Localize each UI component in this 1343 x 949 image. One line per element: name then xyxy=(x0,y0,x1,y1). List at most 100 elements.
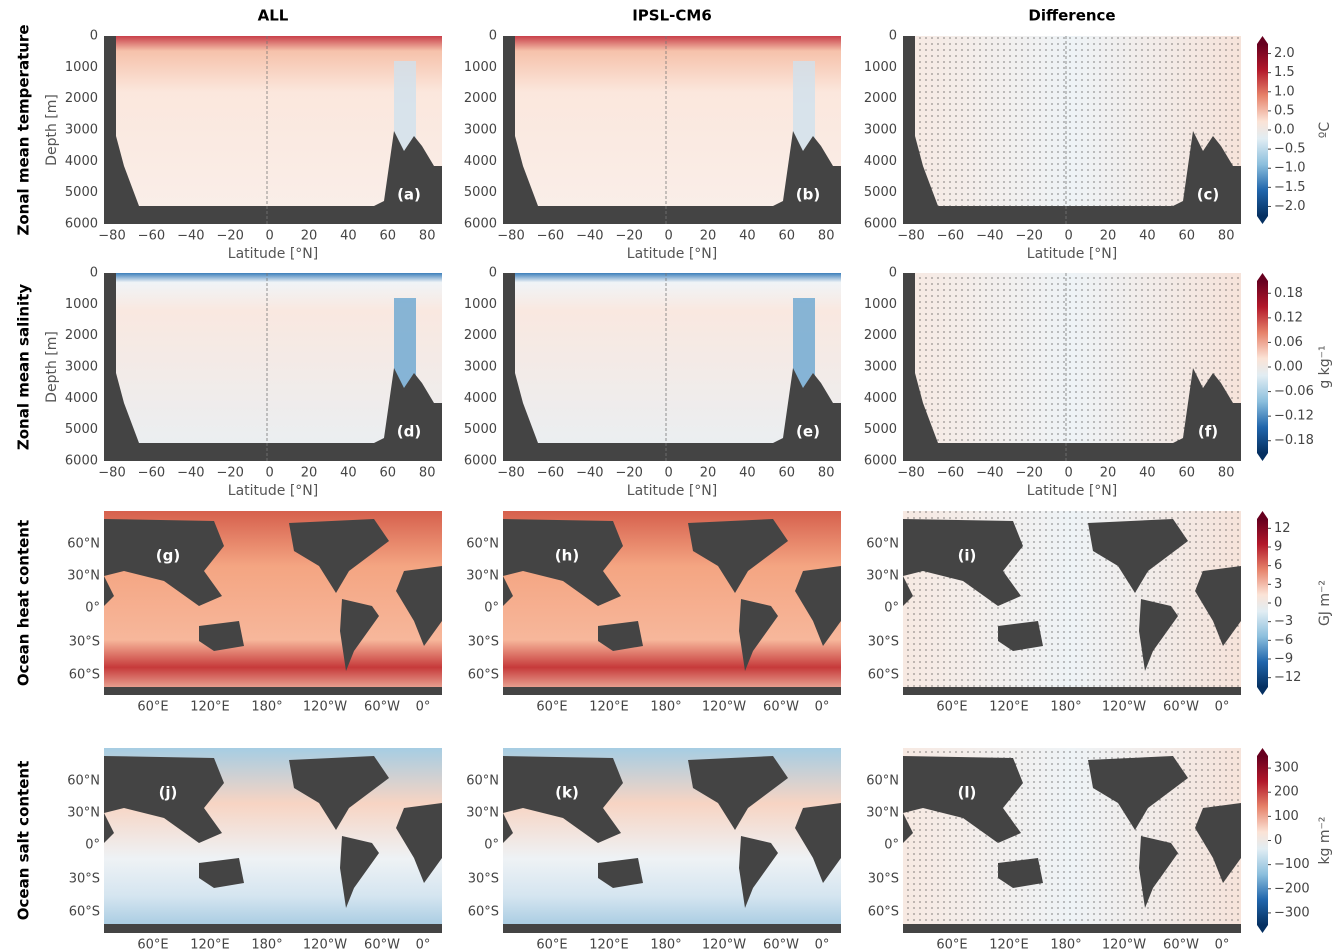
y-tick-label: 6000 xyxy=(864,217,897,232)
y-tick-label: 0 xyxy=(489,266,497,281)
x-tick-label: 60 xyxy=(1179,466,1196,481)
colorbar-tick-label: 300 xyxy=(1274,761,1299,776)
colorbar-cap xyxy=(1257,216,1268,224)
y-tick-label: 5000 xyxy=(65,185,98,200)
x-tick-label: 0 xyxy=(664,466,672,481)
y-tick-label: 3000 xyxy=(464,123,497,138)
colorbar-tick-label: −6 xyxy=(1274,633,1293,648)
panel-label: (k) xyxy=(555,784,579,802)
land xyxy=(688,756,788,830)
x-axis-label: Latitude [°N] xyxy=(228,483,318,499)
y-tick-label: 60°S xyxy=(69,905,100,920)
panel-label: (h) xyxy=(555,547,579,565)
x-axis-label: Latitude [°N] xyxy=(1027,483,1117,499)
land xyxy=(795,803,841,883)
colorbar-tick-label: −0.18 xyxy=(1274,433,1314,448)
y-tick-label: 2000 xyxy=(864,91,897,106)
y-tick-label: 30°S xyxy=(468,872,499,887)
colorbar-tick-label: −1.0 xyxy=(1274,161,1306,176)
y-tick-label: 30°N xyxy=(67,569,100,584)
x-tick-label: 120°W xyxy=(303,700,347,715)
colorbar-tick-label: −100 xyxy=(1274,857,1310,872)
y-tick-label: 2000 xyxy=(464,91,497,106)
x-tick-label: 60 xyxy=(380,466,397,481)
land xyxy=(104,519,224,606)
land xyxy=(289,756,389,830)
x-tick-label: −20 xyxy=(216,466,243,481)
x-tick-label: 80 xyxy=(1218,229,1235,244)
x-tick-label: 0 xyxy=(1064,229,1072,244)
y-tick-label: 1000 xyxy=(464,297,497,312)
colorbar-unit: ºC xyxy=(1317,122,1333,139)
y-tick-label: 0° xyxy=(85,601,100,616)
y-tick-label: 60°S xyxy=(468,905,499,920)
land xyxy=(104,756,224,843)
x-tick-label: 80 xyxy=(1218,466,1235,481)
x-tick-label: 120°W xyxy=(702,700,746,715)
land xyxy=(903,924,1241,933)
x-tick-label: −60 xyxy=(937,466,964,481)
colorbar-tick-label: −0.12 xyxy=(1274,409,1314,424)
colorbar-tick-label: 0.18 xyxy=(1274,286,1303,301)
y-tick-label: 0 xyxy=(489,29,497,44)
panel xyxy=(903,748,1241,933)
x-tick-label: 40 xyxy=(1139,229,1156,244)
x-axis-label: Latitude [°N] xyxy=(1027,246,1117,262)
panel-label: (d) xyxy=(397,423,421,441)
land xyxy=(104,924,442,933)
land xyxy=(598,858,643,888)
x-tick-label: −40 xyxy=(976,466,1003,481)
x-tick-label: 40 xyxy=(739,229,756,244)
x-tick-label: 20 xyxy=(301,229,318,244)
x-tick-label: 60°W xyxy=(763,700,799,715)
x-tick-label: 40 xyxy=(1139,466,1156,481)
land xyxy=(795,566,841,646)
land xyxy=(396,803,442,883)
colorbar-tick-label: 100 xyxy=(1274,809,1299,824)
x-tick-label: 20 xyxy=(700,229,717,244)
colorbar xyxy=(1257,519,1268,687)
colorbar xyxy=(1257,44,1268,216)
x-tick-label: 0° xyxy=(815,938,830,949)
row-title: Ocean salt content xyxy=(15,761,33,921)
bathymetry xyxy=(104,273,442,461)
colorbar-unit: kg m⁻² xyxy=(1317,816,1333,864)
x-tick-label: −80 xyxy=(98,229,125,244)
y-tick-label: 3000 xyxy=(65,123,98,138)
panel-label: (j) xyxy=(159,784,178,802)
x-tick-label: −40 xyxy=(177,466,204,481)
land xyxy=(903,756,1023,843)
colorbar-tick-label: 0.5 xyxy=(1274,103,1295,118)
y-tick-label: 3000 xyxy=(464,360,497,375)
x-tick-label: −80 xyxy=(497,466,524,481)
panel xyxy=(104,511,442,695)
y-tick-label: 1000 xyxy=(864,60,897,75)
x-tick-label: 60°E xyxy=(536,938,567,949)
x-tick-label: 0° xyxy=(815,700,830,715)
row-title: Ocean heat content xyxy=(15,520,33,686)
land xyxy=(340,836,379,908)
colorbar xyxy=(1257,281,1268,453)
x-tick-label: 80 xyxy=(419,229,436,244)
bathymetry xyxy=(503,36,841,224)
x-tick-label: 180° xyxy=(1050,938,1081,949)
y-tick-label: 60°N xyxy=(67,774,100,789)
land xyxy=(688,519,788,593)
y-tick-label: 30°S xyxy=(69,635,100,650)
colorbar-tick-label: 2.0 xyxy=(1274,46,1295,61)
land xyxy=(104,576,114,606)
land xyxy=(903,576,913,606)
y-tick-label: 60°N xyxy=(866,774,899,789)
colorbar-cap xyxy=(1257,748,1268,756)
x-tick-label: 0° xyxy=(416,700,431,715)
land xyxy=(1088,756,1188,830)
y-tick-label: 4000 xyxy=(65,391,98,406)
x-tick-label: 120°E xyxy=(589,700,629,715)
bathymetry xyxy=(903,273,1241,461)
x-tick-label: −60 xyxy=(138,229,165,244)
x-tick-label: 80 xyxy=(818,229,835,244)
panel xyxy=(903,36,1241,224)
x-tick-label: 0 xyxy=(1064,466,1072,481)
colorbar-tick-label: 0.00 xyxy=(1274,360,1303,375)
y-tick-label: 30°S xyxy=(69,872,100,887)
